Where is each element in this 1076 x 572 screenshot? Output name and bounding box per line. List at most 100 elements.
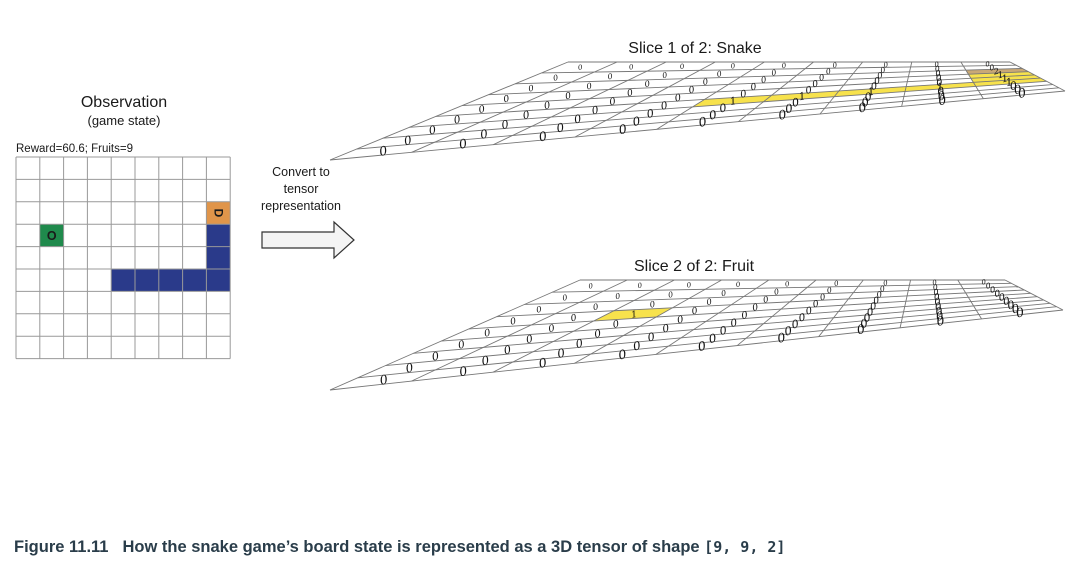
- tensor-zero-label: 0: [832, 61, 839, 70]
- tensor-zero-label: 0: [876, 289, 884, 300]
- tensor-zero-label: 0: [626, 88, 634, 99]
- slice-grid-line: [899, 279, 911, 328]
- tensor-zero-label: 0: [612, 319, 620, 331]
- snake-body-cell: [206, 269, 231, 292]
- tensor-zero-label: 0: [403, 133, 414, 148]
- tensor-zero-label: 0: [593, 328, 602, 341]
- tensor-zero-label: 0: [752, 303, 760, 314]
- tensor-zero-label: 0: [509, 317, 517, 328]
- tensor-zero-label: 0: [762, 294, 770, 305]
- slice-grid-line: [409, 80, 1047, 128]
- tensor-zero-label: 0: [378, 143, 389, 159]
- tensor-zero-label: 0: [862, 311, 872, 325]
- tensor-zero-label: 0: [688, 85, 696, 96]
- tensor-zero-label: 0: [776, 329, 787, 345]
- tensor-zero-label: 0: [937, 92, 948, 108]
- tensor-zero-label: 0: [577, 63, 584, 72]
- snake-body-cell: [111, 269, 135, 292]
- slice-1-title: Slice 1 of 2: Snake: [628, 40, 762, 57]
- convert-arrow: [261, 220, 355, 260]
- tensor-zero-label: 0: [833, 279, 840, 288]
- tensor-zero-label: 0: [667, 290, 674, 300]
- tensor-zero-label: 0: [729, 317, 738, 330]
- tensor-zero-label: 0: [480, 353, 491, 368]
- tensor-zero-label: 0: [431, 349, 441, 363]
- tensor-zero-label: 0: [483, 328, 491, 340]
- tensor-zero-label: 0: [617, 346, 628, 362]
- tensor-zero-label: 0: [879, 284, 886, 294]
- slice-grid-line: [468, 292, 1031, 330]
- tensor-zero-label: 0: [783, 323, 794, 338]
- tensor-zero-label: 0: [985, 281, 992, 291]
- tensor-value-label: 1: [630, 310, 638, 321]
- slice-grid-line: [385, 302, 1051, 367]
- snake-body-tensor-cell: [970, 74, 1041, 83]
- observation-title: Observation: [81, 94, 167, 111]
- observation-subtitle: (game state): [88, 113, 161, 128]
- tensor-zero-label: 0: [696, 338, 707, 354]
- slice-grid-line: [515, 67, 1023, 85]
- tensor-zero-label: 0: [791, 96, 801, 110]
- snake-body-cell: [206, 224, 231, 247]
- slice-grid-line: [1009, 61, 1066, 92]
- tensor-zero-label: 0: [730, 62, 737, 71]
- tensor-zero-label: 0: [660, 99, 669, 112]
- tensor-zero-label: 0: [691, 306, 699, 317]
- slice-grid-line: [411, 61, 618, 153]
- tensor-zero-label: 0: [707, 331, 718, 346]
- tensor-zero-label: 0: [873, 296, 881, 307]
- tensor-value-label: 1: [1005, 76, 1014, 89]
- tensor-zero-label: 0: [537, 128, 548, 144]
- fruit-glyph: O: [47, 229, 57, 243]
- tensor-zero-label: 0: [592, 301, 600, 312]
- tensor-zero-label: 0: [404, 360, 415, 375]
- tensor-zero-label: 0: [614, 291, 621, 301]
- tensor-zero-label: 0: [934, 305, 944, 319]
- tensor-zero-label: 0: [686, 281, 693, 290]
- slice-grid-line: [441, 296, 1038, 342]
- slice-grid-line: [382, 84, 1053, 139]
- tensor-zero-label: 0: [661, 70, 668, 80]
- tensor-zero-label: 0: [525, 333, 534, 346]
- tensor-shape: [9, 9, 2]: [704, 538, 786, 556]
- snake-body-cell: [135, 269, 159, 292]
- tensor-zero-label: 0: [826, 285, 833, 295]
- tensor-zero-label: 0: [457, 339, 466, 352]
- slice-grid-line: [356, 87, 1059, 150]
- snake-head-cell: [206, 201, 231, 225]
- tensor-zero-label: 0: [632, 338, 643, 353]
- tensor-zero-label: 0: [705, 296, 713, 307]
- tensor-zero-label: 0: [552, 73, 559, 83]
- tensor-zero-label: 0: [535, 304, 543, 315]
- tensor-zero-label: 0: [573, 112, 583, 126]
- tensor-zero-label: 0: [503, 343, 513, 357]
- tensor-zero-label: 0: [740, 310, 748, 322]
- tensor-zero-label: 0: [882, 279, 889, 288]
- tensor-zero-label: 0: [989, 63, 996, 73]
- slice-grid-line: [738, 61, 814, 123]
- tensor-zero-label: 0: [880, 65, 887, 75]
- tensor-value-label: 1: [867, 86, 876, 99]
- tensor-value-label: 1: [798, 90, 807, 103]
- tensor-zero-label: 0: [932, 278, 939, 287]
- slice-2-title: Slice 2 of 2: Fruit: [634, 258, 755, 275]
- tensor-zero-label: 0: [543, 100, 551, 112]
- tensor-zero-label: 0: [933, 292, 941, 303]
- tensor-zero-label: 0: [1002, 295, 1011, 308]
- tensor-zero-label: 0: [812, 79, 820, 90]
- slice-1-grid: 0 0 0 0 0 0 0 0 00 0 0 0 0 0 0 0 00 0 0 0 0 0 0 0 20 0 0 0 0 0 0 0 10 0 0 0…: [329, 60, 1066, 161]
- slice-grid-line: [1004, 279, 1064, 311]
- slice-grid-line: [329, 90, 1066, 161]
- tensor-zero-label: 0: [527, 83, 535, 94]
- tensor-zero-label: 0: [1015, 304, 1026, 320]
- tensor-zero-label: 0: [575, 337, 585, 351]
- tensor-zero-label: 0: [735, 280, 742, 289]
- tensor-zero-label: 0: [478, 104, 486, 116]
- tensor-zero-label: 0: [453, 114, 462, 127]
- tensor-zero-label: 0: [869, 301, 877, 313]
- tensor-zero-label: 0: [876, 70, 884, 81]
- tensor-zero-label: 0: [873, 76, 881, 87]
- tensor-zero-label: 0: [646, 330, 656, 344]
- tensor-zero-label: 0: [790, 317, 800, 331]
